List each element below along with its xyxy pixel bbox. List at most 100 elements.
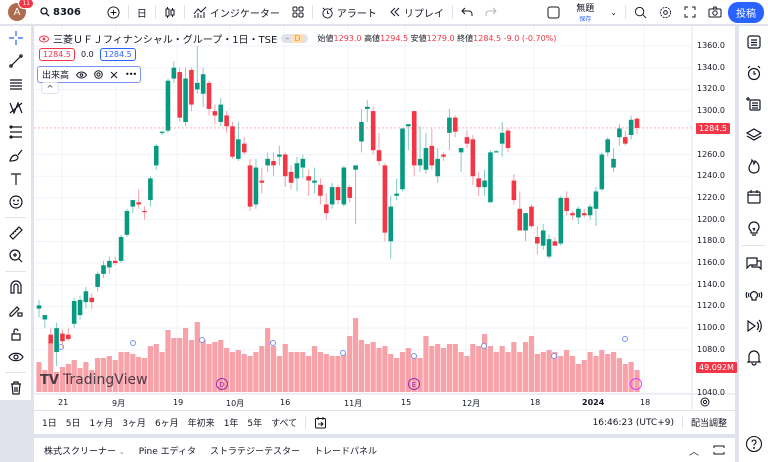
redo-icon [485,7,497,16]
chart-type-button[interactable] [158,0,182,25]
close-icon[interactable] [110,71,118,79]
range-4[interactable]: 6ヶ月 [154,419,179,429]
chats-button[interactable] [739,248,768,279]
range-5[interactable]: 年初来 [187,419,215,429]
zoom-tool[interactable] [0,245,31,269]
alarm-clock-icon [322,7,333,19]
tab-strategy-tester[interactable]: ストラテジーテスター [209,446,300,457]
range-6[interactable]: 1年 [223,419,239,429]
layouts-button[interactable] [286,0,310,25]
hide-drawings-tool[interactable] [0,346,31,370]
undo-button[interactable] [455,0,479,25]
symbol-search-button[interactable]: 8306 [34,0,87,25]
quick-search-button[interactable] [628,0,653,25]
streams-button[interactable] [739,279,768,310]
forecast-tool[interactable] [0,120,31,144]
crosshair-tool[interactable] [0,26,31,50]
range-3[interactable]: 3ヶ月 [122,419,146,429]
lock-drawings-tool[interactable] [0,299,31,323]
range-2[interactable]: 1ヶ月 [89,419,114,429]
settings-button[interactable] [653,0,678,25]
tab-pine-editor[interactable]: Pine エディタ [138,446,196,457]
object-tree-button[interactable] [739,119,768,150]
divider [183,5,185,19]
help-button[interactable] [739,426,768,462]
maximize-panel-icon[interactable] [713,445,725,455]
tab-stock-screener[interactable]: 株式スクリーナー ⌄ [44,446,125,457]
collapse-panel-button[interactable]: ︿ [689,446,699,458]
magnet-tool[interactable] [0,275,31,299]
magnifier-icon [634,6,647,18]
dividend-adjust-toggle[interactable]: 配当調整 [690,419,727,429]
notifications-button[interactable] [739,341,768,372]
post-button[interactable]: 投稿 [728,1,764,23]
alerts-button[interactable] [739,57,768,88]
buy-button[interactable]: 1284.5 [99,48,136,61]
remove-drawings-tool[interactable] [0,376,31,400]
watchlist-button[interactable] [739,26,768,57]
data-window-button[interactable] [739,88,768,119]
alert-button[interactable]: アラート [315,0,383,25]
market-status[interactable]: – D [281,34,308,43]
range-8[interactable]: すべて [271,419,298,429]
price-tick: 1360.0 [697,41,725,50]
price-tick: 1240.0 [697,171,725,181]
fullscreen-icon [684,6,696,18]
eye-toggle-icon[interactable] [39,35,49,43]
last-volume-label: 49.092M [696,362,737,373]
compare-symbol-button[interactable] [101,0,126,25]
pattern-icon [8,101,23,115]
tv-logo-icon: TV [40,372,59,388]
fullscreen-button[interactable] [678,0,702,25]
pattern-tool[interactable] [0,97,31,121]
time-tick: 12月 [462,399,481,408]
lock-all-tool[interactable] [0,322,31,346]
redo-button[interactable] [479,0,503,25]
layout-toggle-button[interactable] [541,0,566,25]
settings-icon[interactable] [94,70,103,79]
price-tick: 1220.0 [697,192,725,202]
undo-icon [461,7,473,16]
brush-tool[interactable] [0,144,31,168]
snapshot-button[interactable] [702,0,728,25]
fib-tool[interactable] [0,73,31,97]
goto-date-icon[interactable] [314,416,327,429]
replay-button[interactable]: リプレイ [383,0,450,25]
fire-icon [747,158,760,174]
more-icon[interactable]: ••• [125,70,137,79]
trend-line-tool[interactable] [0,50,31,74]
ideas-button[interactable] [739,212,768,243]
layout-menu-dropdown[interactable]: ⌄ [610,7,617,17]
indicators-button[interactable]: インジケーター [187,0,286,25]
collapse-legend-button[interactable]: ^ [41,82,59,94]
calendar-button[interactable] [739,181,768,212]
right-sidebar [739,26,768,462]
layout-name-button[interactable]: 無題 保存 [576,4,595,23]
range-7[interactable]: 5年 [247,419,263,429]
pencil-lock-icon [8,306,23,317]
horizontal-lines-icon [9,79,22,90]
ruler-tool[interactable] [0,221,31,245]
range-1[interactable]: 5日 [65,419,81,429]
tradingview-watermark: TV TradingView [40,372,148,388]
clock-timezone[interactable]: 16:46:23 (UTC+9) [592,417,674,428]
time-tick: 2024 [582,398,605,407]
interval-button[interactable]: 日 [136,8,147,20]
price-tick: 1100.0 [697,323,725,333]
text-tool[interactable] [0,167,31,191]
user-avatar[interactable]: A 11 [8,0,34,21]
emoji-tool[interactable] [0,191,31,215]
tab-trade-panel[interactable]: トレードパネル [313,446,377,457]
eye-icon[interactable] [76,71,88,79]
notification-badge: 11 [18,0,34,9]
axis-settings-icon[interactable] [700,397,710,407]
broadcast-bulb-icon [745,290,762,301]
range-0[interactable]: 1日 [42,419,57,429]
hotlists-button[interactable] [739,150,768,181]
symbol-title[interactable]: 三菱ＵＦＪフィナンシャル・グループ・1日・TSE [53,35,278,46]
sell-button[interactable]: 1284.5 [39,48,75,61]
volume-indicator-legend[interactable]: 出来高 ••• [37,66,142,83]
broadcasts-button[interactable] [739,310,768,341]
